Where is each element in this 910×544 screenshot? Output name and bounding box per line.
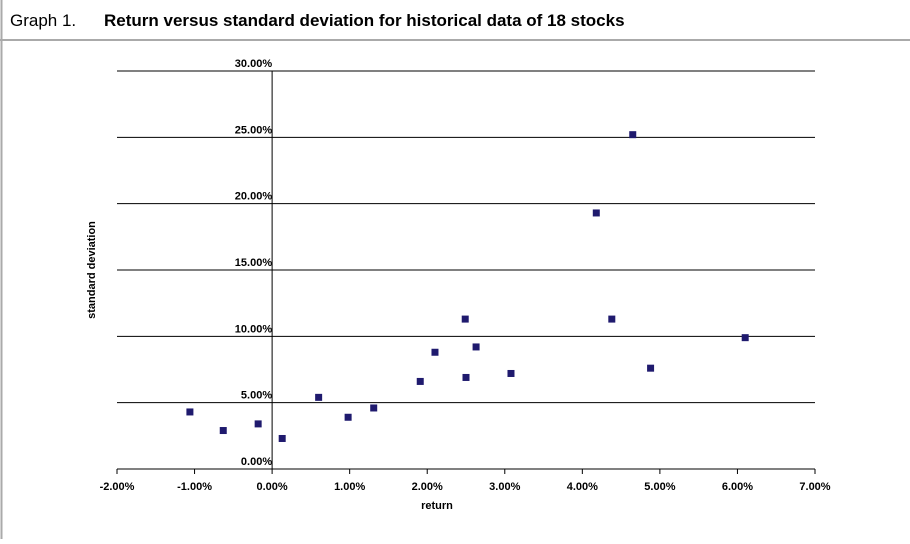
data-point xyxy=(344,413,352,421)
data-point xyxy=(431,348,439,356)
y-tick-label: 0.00% xyxy=(241,456,272,468)
data-point xyxy=(186,408,194,416)
x-tick-label: 0.00% xyxy=(257,481,288,493)
y-tick-label: 30.00% xyxy=(235,58,273,70)
data-point xyxy=(315,393,323,401)
y-tick-label: 15.00% xyxy=(235,257,273,269)
x-tick-label: 1.00% xyxy=(334,481,365,493)
caption-label: Graph 1. xyxy=(10,11,76,30)
y-axis-title: standard deviation xyxy=(86,221,98,319)
y-tick-label: 10.00% xyxy=(235,323,273,335)
data-point xyxy=(370,404,378,412)
data-point xyxy=(472,343,480,351)
x-axis-title: return xyxy=(421,500,453,512)
x-tick-label: 6.00% xyxy=(722,481,753,493)
x-tick-label: 2.00% xyxy=(412,481,443,493)
data-point xyxy=(219,427,227,435)
data-point xyxy=(507,369,515,377)
data-point xyxy=(647,364,655,372)
data-point xyxy=(416,377,424,385)
x-tick-label: 3.00% xyxy=(489,481,520,493)
data-point xyxy=(278,434,286,442)
x-tick-label: 4.00% xyxy=(567,481,598,493)
x-tick-label: -2.00% xyxy=(100,481,135,493)
y-tick-label: 25.00% xyxy=(235,124,273,136)
data-point xyxy=(461,315,469,323)
y-tick-label: 5.00% xyxy=(241,390,272,402)
x-tick-label: 7.00% xyxy=(799,481,830,493)
data-point xyxy=(608,315,616,323)
data-point xyxy=(462,373,470,381)
data-point xyxy=(254,420,262,428)
chart-title: Return versus standard deviation for his… xyxy=(104,11,625,30)
y-tick-label: 20.00% xyxy=(235,191,273,203)
data-point xyxy=(741,334,749,342)
data-point xyxy=(629,131,637,139)
data-point xyxy=(592,209,600,217)
x-tick-label: 5.00% xyxy=(644,481,675,493)
x-tick-label: -1.00% xyxy=(177,481,212,493)
